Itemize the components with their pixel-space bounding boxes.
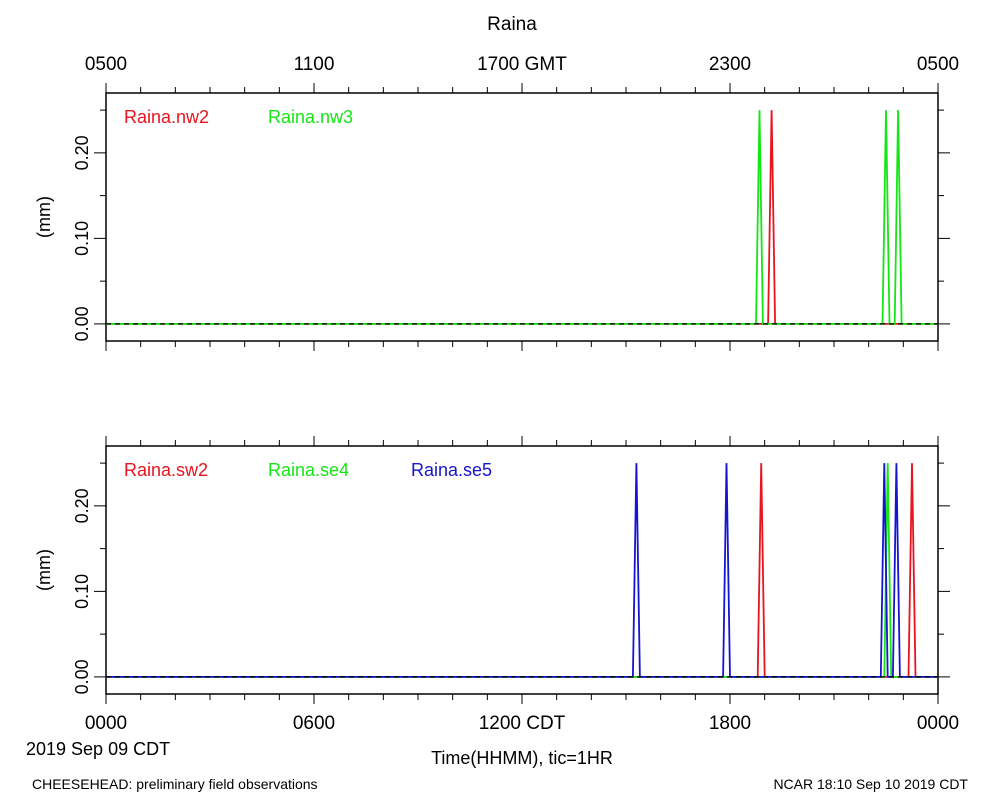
bottom-axis-tick-label: 1800 [709,713,751,734]
top-axis-tick-label: 1100 [294,54,335,75]
bottom-axis-tick-label: 1200 CDT [479,713,566,734]
y-tick-label: 0.00 [72,659,92,694]
date-label: 2019 Sep 09 CDT [26,739,170,759]
panel-2: 0.00 0.10 0.20 (mm) Raina.sw2 Raina.se4 Raina.… [34,436,950,704]
y-tick-label: 0.20 [72,488,92,523]
legend-entry: Raina.sw2 [124,460,208,480]
chart-title: Raina [487,14,537,35]
y-axis-label: (mm) [34,196,54,238]
y-axis-label: (mm) [34,549,54,591]
y-tick-label: 0.00 [72,306,92,341]
series-line-Raina-nw3 [106,110,938,325]
panel-1: 0.00 0.10 0.20 (mm) Raina.nw2 Raina.nw3 [34,83,950,351]
footer-left: CHEESEHEAD: preliminary field observatio… [32,776,318,792]
series-line-Raina-se5 [106,463,938,678]
series-line-Raina-sw2 [106,463,938,678]
series-line-Raina-se4 [106,463,938,678]
top-axis-tick-label: 1700 GMT [477,54,567,75]
top-axis-tick-label: 0500 [917,54,959,75]
legend-entry: Raina.se5 [411,460,492,480]
plot-frame [105,445,939,695]
y-tick-label: 0.10 [72,574,92,609]
y-tick-label: 0.10 [72,221,92,256]
bottom-axis-tick-label: 0600 [293,713,335,734]
series-line-Raina-nw2 [106,110,938,325]
top-axis-tick-label: 2300 [709,54,751,75]
bottom-axis-tick-label: 0000 [917,713,959,734]
top-axis-tick-label: 0500 [85,54,127,75]
legend-entry: Raina.nw2 [124,107,209,127]
y-tick-label: 0.20 [72,135,92,170]
plot-frame [105,92,939,342]
x-axis-label: Time(HHMM), tic=1HR [431,748,613,768]
legend-entry: Raina.nw3 [268,107,353,127]
footer-right: NCAR 18:10 Sep 10 2019 CDT [773,776,968,792]
bottom-axis-tick-label: 0000 [85,713,127,734]
legend-entry: Raina.se4 [268,460,349,480]
